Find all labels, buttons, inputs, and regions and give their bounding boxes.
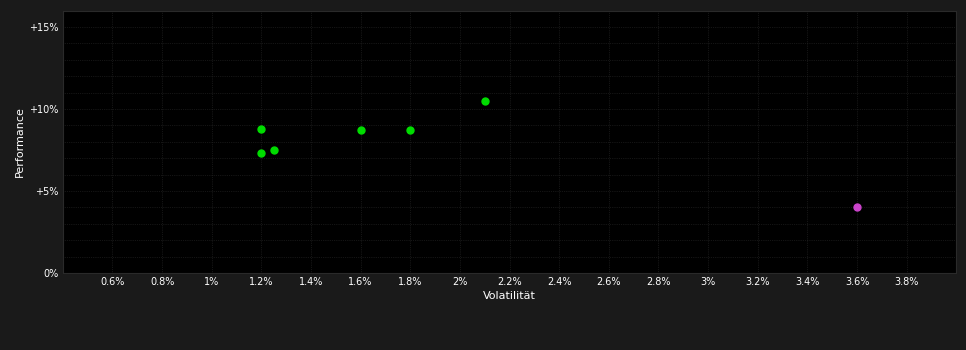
Point	[849, 204, 865, 210]
X-axis label: Volatilität: Volatilität	[483, 291, 536, 301]
Point	[266, 147, 281, 153]
Point	[353, 127, 368, 133]
Point	[403, 127, 418, 133]
Point	[254, 126, 270, 132]
Point	[477, 98, 493, 104]
Point	[254, 150, 270, 156]
Y-axis label: Performance: Performance	[14, 106, 25, 177]
